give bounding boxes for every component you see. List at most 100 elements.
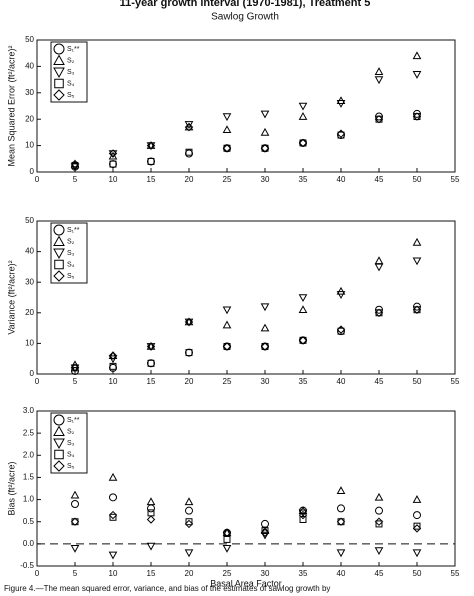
point [298,102,308,111]
y-tick-label: 40 [25,247,34,256]
point [185,148,193,156]
point [375,506,383,515]
point [108,510,118,520]
legend-marker [54,259,64,270]
legend-marker [53,54,65,65]
y-tick-label: 40 [25,62,34,71]
legend-label: S₅ [67,273,75,280]
point [413,109,421,118]
point [184,317,194,327]
point [298,336,308,345]
y-tick-label: -0.5 [20,561,34,570]
point [260,303,270,312]
legend-label: S₂ [67,57,75,64]
point [260,323,270,332]
point [260,342,270,351]
legend-marker [53,425,65,436]
point [147,157,155,165]
legend-marker [53,460,65,472]
point [298,138,308,148]
point [223,535,231,543]
point [222,342,232,351]
point [108,351,118,360]
x-tick-label: 45 [375,569,384,578]
point [261,342,269,351]
chart-title: 11-year growth interval (1970-1981), Tre… [120,0,371,9]
point [336,100,346,108]
legend-label: S₃ [67,69,75,76]
point [146,542,156,551]
point [374,547,384,556]
y-tick-label: 50 [25,35,34,44]
legend-label: S₂ [67,238,75,245]
y-tick-label: 1.0 [23,495,35,504]
point [412,305,422,314]
point [185,518,193,526]
x-tick-label: 5 [73,377,78,386]
legend-label: S₃ [67,250,75,257]
point [146,515,156,524]
legend-marker [53,224,65,236]
legend-label: S₁** [67,227,80,234]
point [108,149,118,158]
point [412,495,422,503]
y-tick-label: 1.5 [23,473,35,482]
point [375,112,383,121]
x-tick-label: 0 [35,175,40,184]
y-tick-label: 10 [25,141,34,150]
point [185,348,193,357]
point [223,144,231,153]
point [108,355,118,364]
x-tick-label: 20 [185,175,194,184]
point [109,513,117,521]
x-tick-label: 35 [299,377,308,386]
legend-marker [53,235,65,246]
point [222,544,232,553]
point [374,256,384,265]
x-tick-label: 10 [109,377,118,386]
point [70,517,80,526]
legend-label: S₃ [67,440,75,447]
point [413,302,421,311]
point [298,305,308,314]
point [375,520,383,528]
point [374,492,384,501]
x-tick-label: 35 [299,175,308,184]
point [260,127,270,136]
point [413,522,421,530]
point [109,493,117,502]
legend-marker [54,78,64,89]
point [337,327,345,335]
y-tick-label: 20 [25,308,34,317]
point [184,497,194,506]
x-tick-label: 40 [337,175,346,184]
point [223,342,231,351]
point [299,336,307,345]
point [299,138,307,147]
point [298,294,308,303]
point [108,472,118,481]
point [71,500,79,508]
legend-label: S₁** [67,417,80,424]
x-tick-label: 50 [413,569,422,578]
x-tick-label: 25 [223,569,232,578]
legend-marker [53,270,65,282]
point [336,549,346,558]
legend-label: S₄ [67,80,75,87]
x-tick-label: 40 [337,377,346,386]
x-tick-label: 55 [451,175,460,184]
point [260,528,270,537]
x-tick-label: 40 [337,569,346,578]
point [336,286,346,295]
point [260,110,270,119]
x-tick-label: 10 [109,175,118,184]
x-tick-label: 0 [35,377,40,386]
point [412,112,422,121]
point [412,237,422,246]
point [222,320,232,329]
point [336,517,346,526]
point [147,359,155,367]
x-tick-label: 0 [35,569,40,578]
legend-marker [53,67,65,79]
x-tick-label: 5 [73,175,78,184]
